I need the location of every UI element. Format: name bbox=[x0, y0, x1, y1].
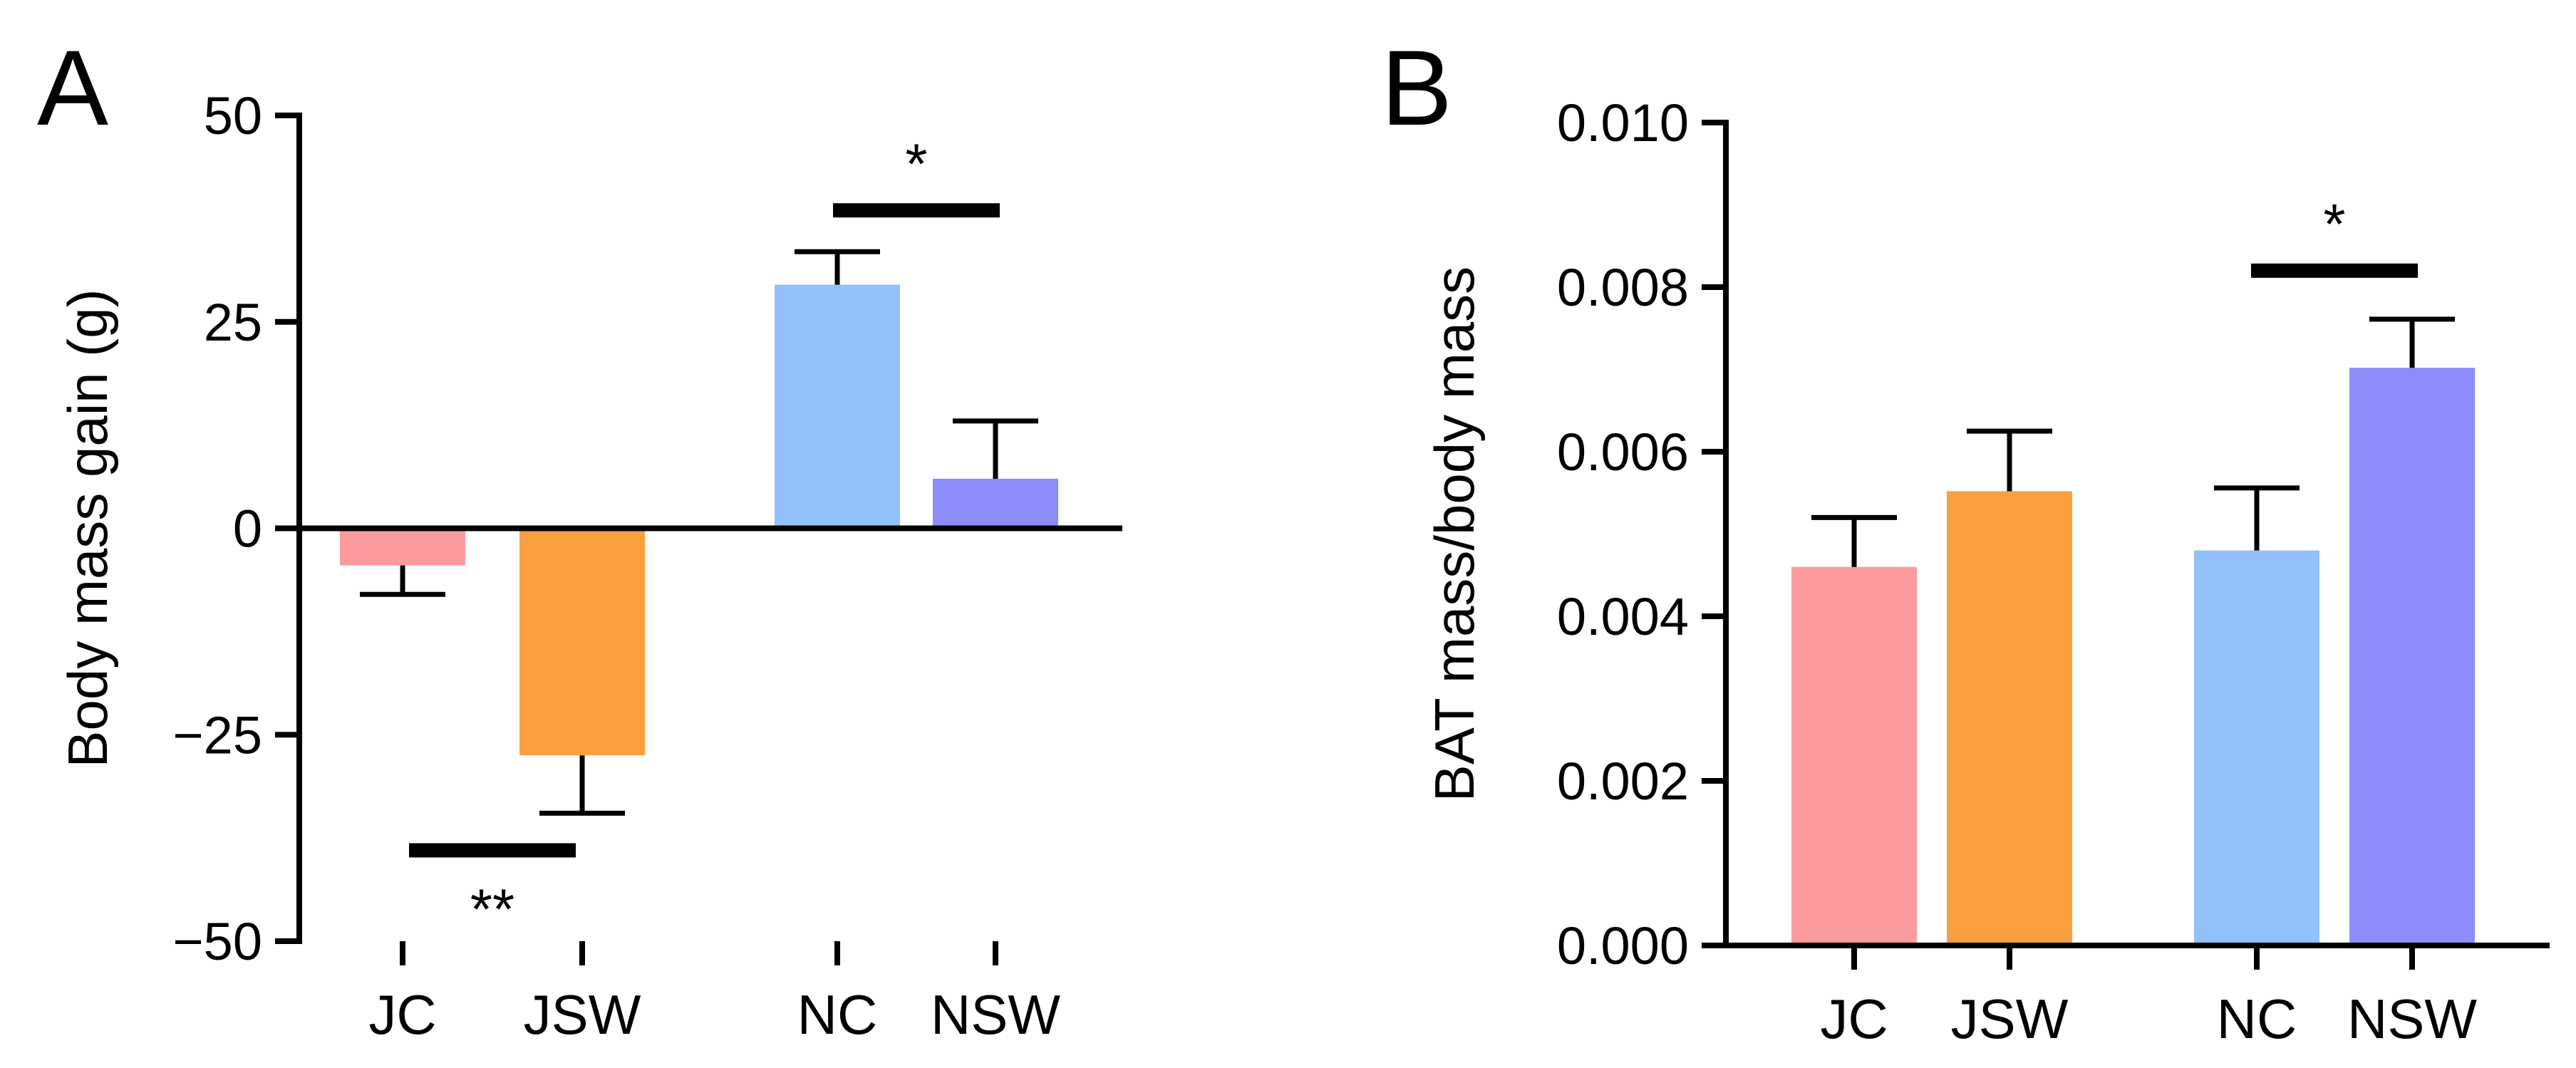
y-tick-label: 0.010 bbox=[1557, 93, 1689, 152]
y-tick-label: −25 bbox=[172, 705, 262, 764]
y-tick-label: 50 bbox=[204, 86, 262, 145]
significance-label: * bbox=[2323, 192, 2345, 256]
y-tick-label: −50 bbox=[172, 912, 262, 971]
bar-jc bbox=[1791, 566, 1917, 945]
y-tick-label: 0.008 bbox=[1557, 258, 1689, 317]
panel-label: A bbox=[37, 28, 108, 147]
y-tick-label: 25 bbox=[204, 293, 262, 352]
bar-nc bbox=[2194, 550, 2319, 945]
y-tick-label: 0.000 bbox=[1557, 916, 1689, 975]
category-label-jsw: JSW bbox=[1951, 987, 2069, 1050]
bar-nsw bbox=[2349, 368, 2475, 945]
panel-b-chart: B 0.010 0.008 0.006 0.004 0.002 0.000 JC JSW NC NS… bbox=[1381, 28, 2550, 1050]
panel-a-chart: A 50 25 0 −25 −50 JC JSW NC NSW Body mass gain (g)… bbox=[37, 28, 1122, 1046]
category-label-nc: NC bbox=[2217, 987, 2297, 1050]
category-label-nsw: NSW bbox=[931, 983, 1060, 1046]
y-tick-label: 0.006 bbox=[1557, 422, 1689, 482]
category-label-jc: JC bbox=[368, 983, 436, 1046]
category-label-nc: NC bbox=[797, 983, 878, 1046]
significance-label: ** bbox=[470, 878, 514, 941]
y-tick-label: 0 bbox=[233, 499, 262, 559]
y-tick-label: 0.004 bbox=[1557, 587, 1689, 646]
y-axis-title: BAT mass/body mass bbox=[1423, 266, 1486, 802]
bar-jsw bbox=[1947, 491, 2072, 945]
bar-nc bbox=[775, 284, 900, 529]
bar-jc bbox=[340, 528, 465, 566]
bar-jsw bbox=[519, 528, 645, 756]
panel-label: B bbox=[1381, 28, 1452, 147]
category-label-jc: JC bbox=[1820, 987, 1888, 1050]
y-axis-title: Body mass gain (g) bbox=[56, 289, 119, 768]
category-label-jsw: JSW bbox=[524, 983, 641, 1046]
significance-label: * bbox=[905, 132, 927, 195]
bar-nsw bbox=[933, 478, 1058, 529]
y-tick-label: 0.002 bbox=[1557, 752, 1689, 811]
category-label-nsw: NSW bbox=[2347, 987, 2477, 1050]
